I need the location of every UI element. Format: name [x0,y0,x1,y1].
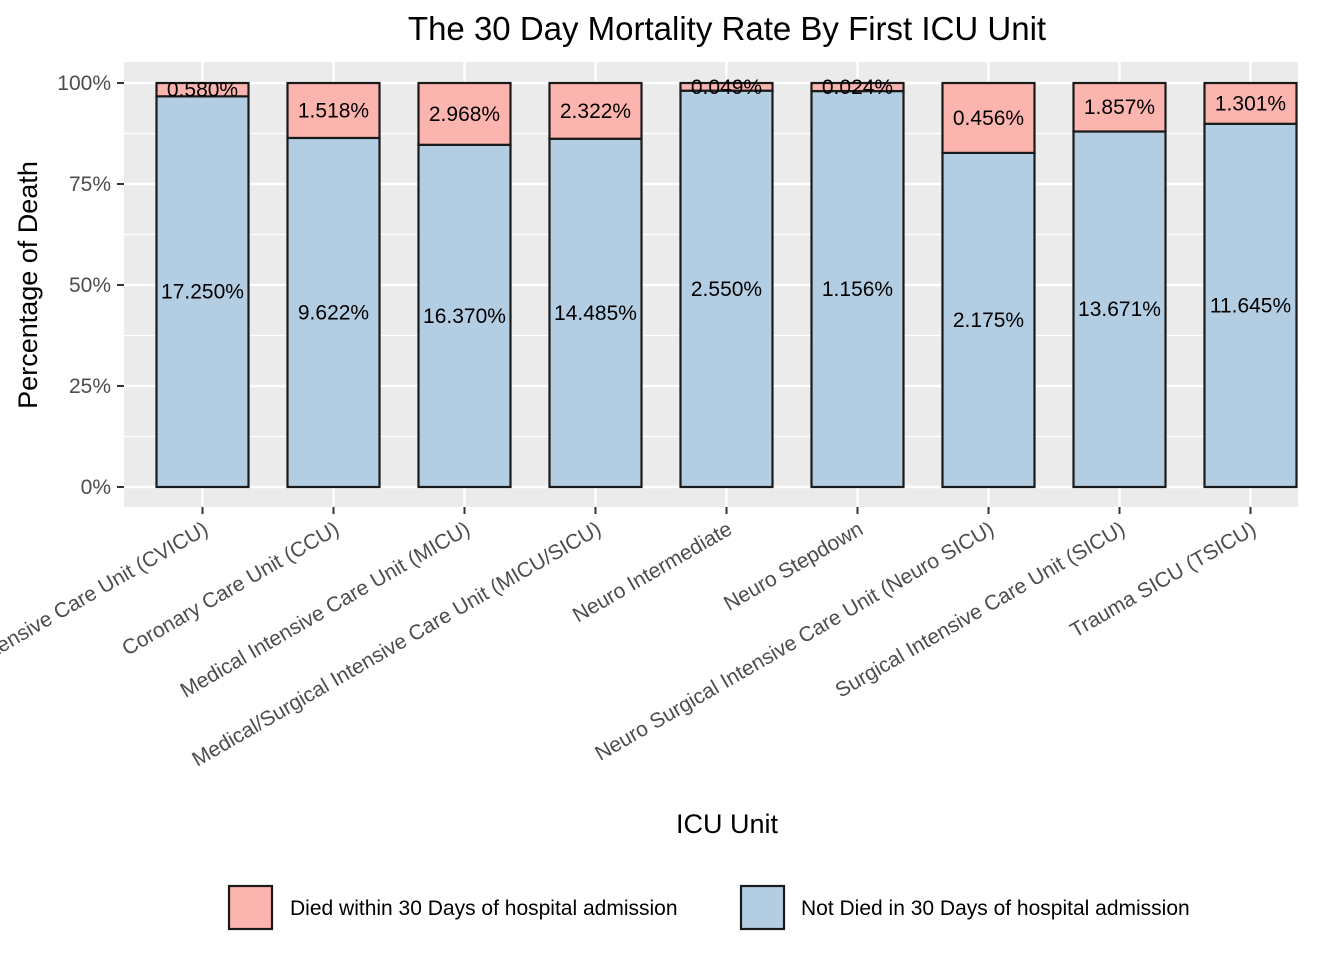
bar-not-died [1072,130,1167,489]
bar-label-not-died: 17.250% [161,281,244,304]
chart-title: The 30 Day Mortality Rate By First ICU U… [408,10,1046,47]
bar-label-not-died: 1.156% [822,278,893,301]
bar-label-died: 0.580% [167,79,238,102]
x-tick-label: Coronary Care Unit (CCU) [118,517,343,660]
legend-key [227,884,274,931]
bar-label-not-died: 2.550% [691,278,762,301]
y-tick-label: 25% [69,375,111,398]
bar-not-died [679,89,774,489]
bar-died [1203,81,1298,125]
bar-label-died: 2.968% [429,103,500,126]
bar-not-died [548,137,643,489]
x-tick-label: Cardiac Vascular Intensive Care Unit (CV… [0,517,212,751]
bar-died [941,81,1036,154]
bar-label-died: 0.456% [953,107,1024,130]
bar-label-died: 1.857% [1084,96,1155,119]
bar-died [679,81,774,92]
x-axis-title: ICU Unit [676,809,779,839]
bar-label-not-died: 16.370% [423,305,506,328]
bar-died [155,81,250,98]
y-tick-label: 75% [69,173,111,196]
y-tick-label: 0% [81,476,111,499]
legend-label: Not Died in 30 Days of hospital admissio… [801,897,1190,920]
y-tick-label: 100% [57,72,111,95]
y-tick-label: 50% [69,274,111,297]
bar-died [548,81,643,140]
y-axis: 0% 25% 50% 75% 100% [57,72,124,499]
legend-label: Died within 30 Days of hospital admissio… [290,897,678,920]
bar-label-died: 0.049% [691,76,762,99]
bar-label-died: 1.518% [298,99,369,122]
bar-label-died: 1.301% [1215,92,1286,115]
bars [155,81,1298,489]
bar-labels: 17.250% 0.580% 9.622% 1.518% 16.370% 2.968% 14… [161,76,1291,332]
bar-died [1072,81,1167,133]
bar-label-not-died: 11.645% [1210,294,1291,317]
bar-label-died: 0.024% [822,76,893,99]
bar-label-not-died: 13.671% [1078,298,1161,321]
legend: Died within 30 Days of hospital admissio… [227,884,1190,931]
bar-not-died [155,95,250,489]
bar-died [286,81,381,140]
legend-key [739,884,786,931]
bar-label-not-died: 14.485% [554,302,637,325]
bar-label-not-died: 9.622% [298,301,369,324]
bar-label-died: 2.322% [560,100,631,123]
x-axis: Cardiac Vascular Intensive Care Unit (CV… [0,507,1260,771]
bar-label-not-died: 2.175% [953,309,1024,332]
bar-died [810,81,905,93]
bar-not-died [286,136,381,489]
y-axis-title: Percentage of Death [13,161,43,409]
bar-died [417,81,512,146]
